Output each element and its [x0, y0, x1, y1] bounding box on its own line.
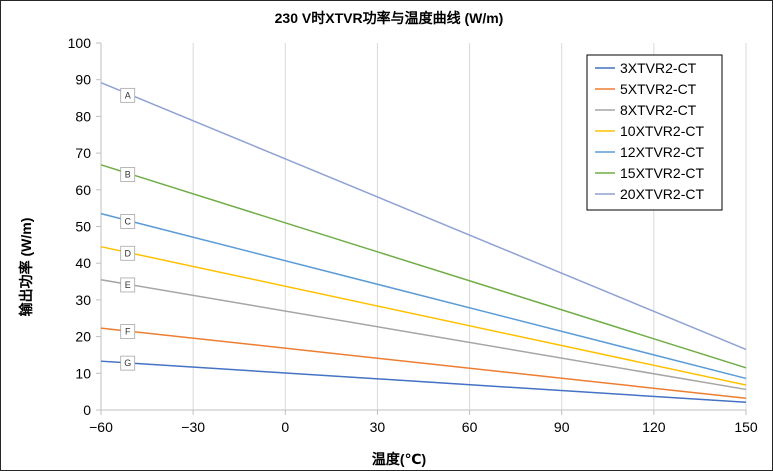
axes [96, 42, 747, 415]
series-tag-box [120, 167, 136, 182]
legend-entry: 15XTVR2-CT [620, 165, 704, 181]
series-tag-box [120, 355, 136, 371]
x-tick-label: 150 [734, 419, 758, 435]
y-tick-label: 70 [75, 145, 91, 161]
series-tag-label: E [125, 280, 131, 290]
y-tick-label: 0 [83, 402, 91, 418]
x-tick-label: 90 [554, 419, 570, 435]
x-tick-label: −60 [89, 419, 113, 435]
legend-entry: 20XTVR2-CT [620, 186, 704, 202]
y-tick-label: 50 [75, 219, 91, 235]
chart-title: 230 V时XTVR功率与温度曲线 (W/m) [275, 10, 504, 26]
legend-entry: 5XTVR2-CT [620, 81, 697, 97]
series-lines [100, 81, 747, 404]
y-tick-label: 90 [75, 72, 91, 88]
y-tick-labels: 0 10 20 30 40 50 60 70 80 90 100 [68, 35, 92, 418]
x-axis-title: 温度(℃) [372, 451, 426, 467]
y-tick-label: 30 [75, 292, 91, 308]
y-tick-label: 60 [75, 182, 91, 198]
y-tick-label: 40 [75, 255, 91, 271]
legend-entry: 12XTVR2-CT [620, 144, 704, 160]
x-tick-label: 60 [462, 419, 478, 435]
legend-box [586, 54, 723, 211]
series-line [100, 245, 747, 386]
series-tag-label: B [125, 170, 131, 180]
series-line [100, 278, 747, 391]
series-tags: G F E D C B A [120, 87, 136, 371]
series-tag-label: A [125, 90, 131, 100]
x-tick-labels: −60 −30 0 30 60 90 120 150 [89, 419, 758, 435]
series-line [100, 327, 747, 400]
series-line [100, 360, 747, 404]
series-tag-box [120, 214, 136, 229]
series-line [100, 212, 747, 380]
series-tag-label: G [124, 358, 131, 368]
series-tag-box [120, 87, 136, 103]
legend-entry: 10XTVR2-CT [620, 123, 704, 139]
legend-entry: 3XTVR2-CT [620, 60, 697, 76]
legend-entry: 8XTVR2-CT [620, 102, 697, 118]
y-axis-title: 输出功率 (W/m) [18, 218, 34, 317]
y-tick-label: 10 [75, 365, 91, 381]
x-tick-label: 30 [370, 419, 386, 435]
series-tag-label: D [124, 248, 131, 258]
series-tag-box [120, 277, 136, 293]
x-tick-label: −30 [181, 419, 205, 435]
y-tick-label: 100 [68, 35, 92, 51]
series-tag-label: F [125, 326, 131, 336]
series-tag-box [120, 324, 136, 339]
x-tick-label: 0 [281, 419, 289, 435]
series-line [100, 164, 747, 369]
series-line [100, 81, 747, 351]
series-tag-label: C [124, 217, 131, 227]
x-tick-label: 120 [642, 419, 666, 435]
legend: 3XTVR2-CT 5XTVR2-CT 8XTVR2-CT 10XTVR2-CT 12X… [586, 54, 723, 211]
y-tick-label: 20 [75, 329, 91, 345]
y-tick-label: 80 [75, 108, 91, 124]
series-tag-box [120, 245, 136, 261]
